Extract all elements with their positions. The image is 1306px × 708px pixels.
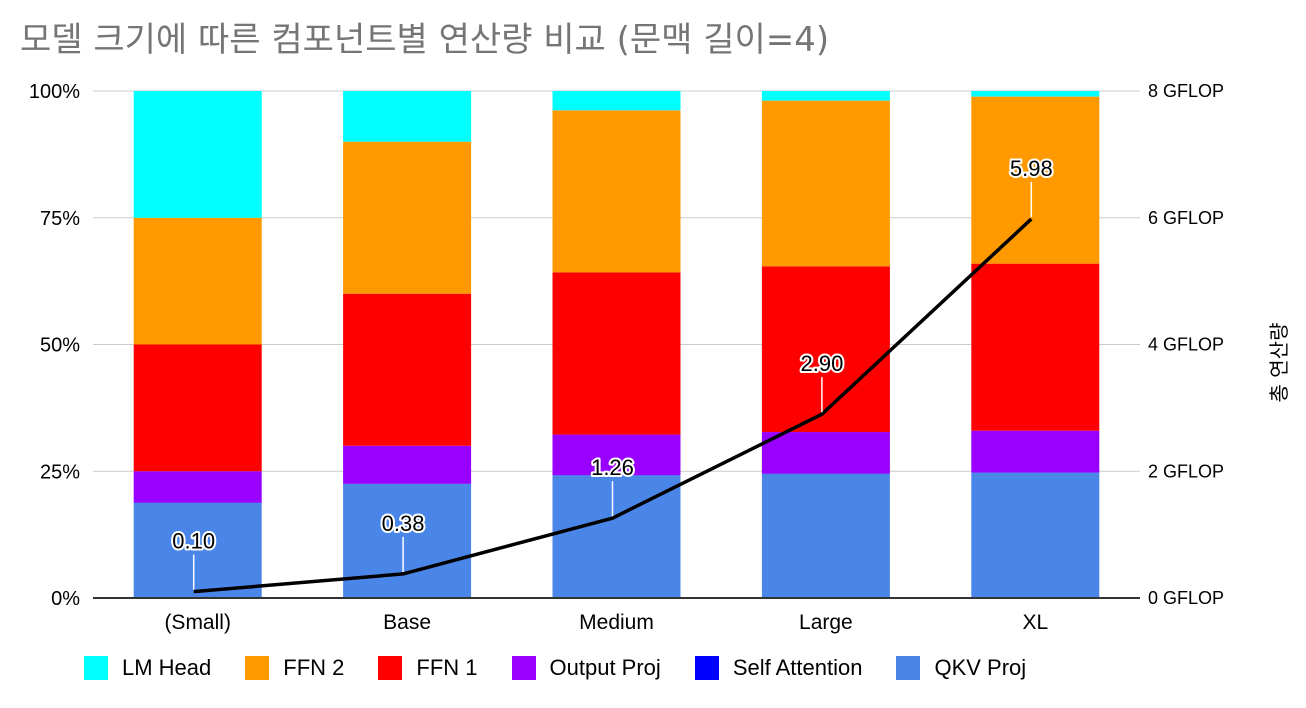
data-label: 0.10 <box>172 529 215 554</box>
legend-item-output-proj[interactable]: Output Proj <box>511 655 661 681</box>
legend-item-qkv-proj[interactable]: QKV Proj <box>896 655 1026 681</box>
total-flops-line <box>193 217 1033 594</box>
data-label: 5.98 <box>1010 156 1053 181</box>
bar-segment-qkv-proj <box>133 502 262 598</box>
bar-segment-output-proj <box>761 432 890 474</box>
chart-title: 모델 크기에 따른 컴포넌트별 연산량 비교 (문맥 길이=4) <box>20 20 830 60</box>
bar-segment-ffn-2 <box>343 141 472 294</box>
bar-segment-lm-head <box>133 91 262 218</box>
bar-segment-lm-head <box>761 91 890 101</box>
bar-segment-ffn-1 <box>552 272 681 435</box>
bar-segment-output-proj <box>552 434 681 476</box>
x-tick-label: Base <box>383 611 431 634</box>
bar-segment-qkv-proj <box>343 483 472 598</box>
bar-segment-output-proj <box>971 430 1100 473</box>
legend-swatch <box>511 656 536 680</box>
left-tick-label: 75% <box>40 208 80 230</box>
bar-segment-output-proj <box>343 445 472 484</box>
right-axis-title: 총 연산량 <box>1267 323 1291 403</box>
legend-label: Output Proj <box>549 655 661 680</box>
bar-segment-ffn-2 <box>133 217 262 345</box>
legend-swatch <box>896 656 921 680</box>
bar-segment-qkv-proj <box>971 472 1100 598</box>
bar-segment-ffn-2 <box>552 110 681 273</box>
bar-segment-lm-head <box>552 91 681 111</box>
left-tick-label: 50% <box>40 335 80 357</box>
chart-legend: LM Head FFN 2 FFN 1 Output Proj Self Attenti… <box>84 655 1060 681</box>
bar-segment-ffn-1 <box>971 263 1100 431</box>
bar-segment-qkv-proj <box>761 473 890 598</box>
legend-label: QKV Proj <box>934 655 1027 680</box>
legend-label: Self Attention <box>732 655 863 680</box>
left-tick-label: 100% <box>29 81 80 103</box>
legend-swatch <box>245 656 270 680</box>
left-tick-label: 25% <box>40 461 80 483</box>
legend-item-lm-head[interactable]: LM Head <box>84 655 211 681</box>
x-tick-label: Large <box>799 611 853 634</box>
x-tick-label: Medium <box>579 611 654 634</box>
legend-item-self-attention[interactable]: Self Attention <box>694 655 863 681</box>
bar-segment-ffn-1 <box>343 293 472 446</box>
bar-segment-ffn-2 <box>761 100 890 267</box>
data-label: 1.26 <box>591 455 634 480</box>
legend-label: LM Head <box>122 655 212 680</box>
right-tick-label: 0 GFLOP <box>1148 588 1224 608</box>
legend-item-ffn-1[interactable]: FFN 1 <box>378 655 478 681</box>
bar-segment-lm-head <box>343 91 472 142</box>
bar-segment-lm-head <box>971 91 1100 97</box>
legend-swatch <box>378 656 403 680</box>
bar-segment-ffn-1 <box>133 344 262 472</box>
data-label: 0.38 <box>382 511 425 536</box>
bar-segment-ffn-1 <box>761 266 890 433</box>
legend-swatch <box>694 656 719 680</box>
x-tick-label: XL <box>1022 611 1048 634</box>
data-label: 2.90 <box>800 351 843 376</box>
right-tick-label: 8 GFLOP <box>1148 81 1224 101</box>
stacked-bar-chart: 0% 25% 50% 75% 100% 0 GFLOP 2 GFLOP 4 GFLOP 6 GF… <box>29 81 1291 634</box>
bar-segment-output-proj <box>133 471 262 503</box>
legend-swatch <box>84 656 108 680</box>
left-tick-label: 0% <box>51 588 80 610</box>
x-tick-label: (Small) <box>164 611 231 634</box>
right-tick-label: 4 GFLOP <box>1148 335 1224 355</box>
right-tick-label: 2 GFLOP <box>1148 461 1224 481</box>
legend-item-ffn-2[interactable]: FFN 2 <box>245 655 344 681</box>
legend-label: FFN 2 <box>283 655 345 680</box>
right-tick-label: 6 GFLOP <box>1148 208 1224 228</box>
bar-segment-ffn-2 <box>971 96 1100 264</box>
legend-label: FFN 1 <box>416 655 478 680</box>
